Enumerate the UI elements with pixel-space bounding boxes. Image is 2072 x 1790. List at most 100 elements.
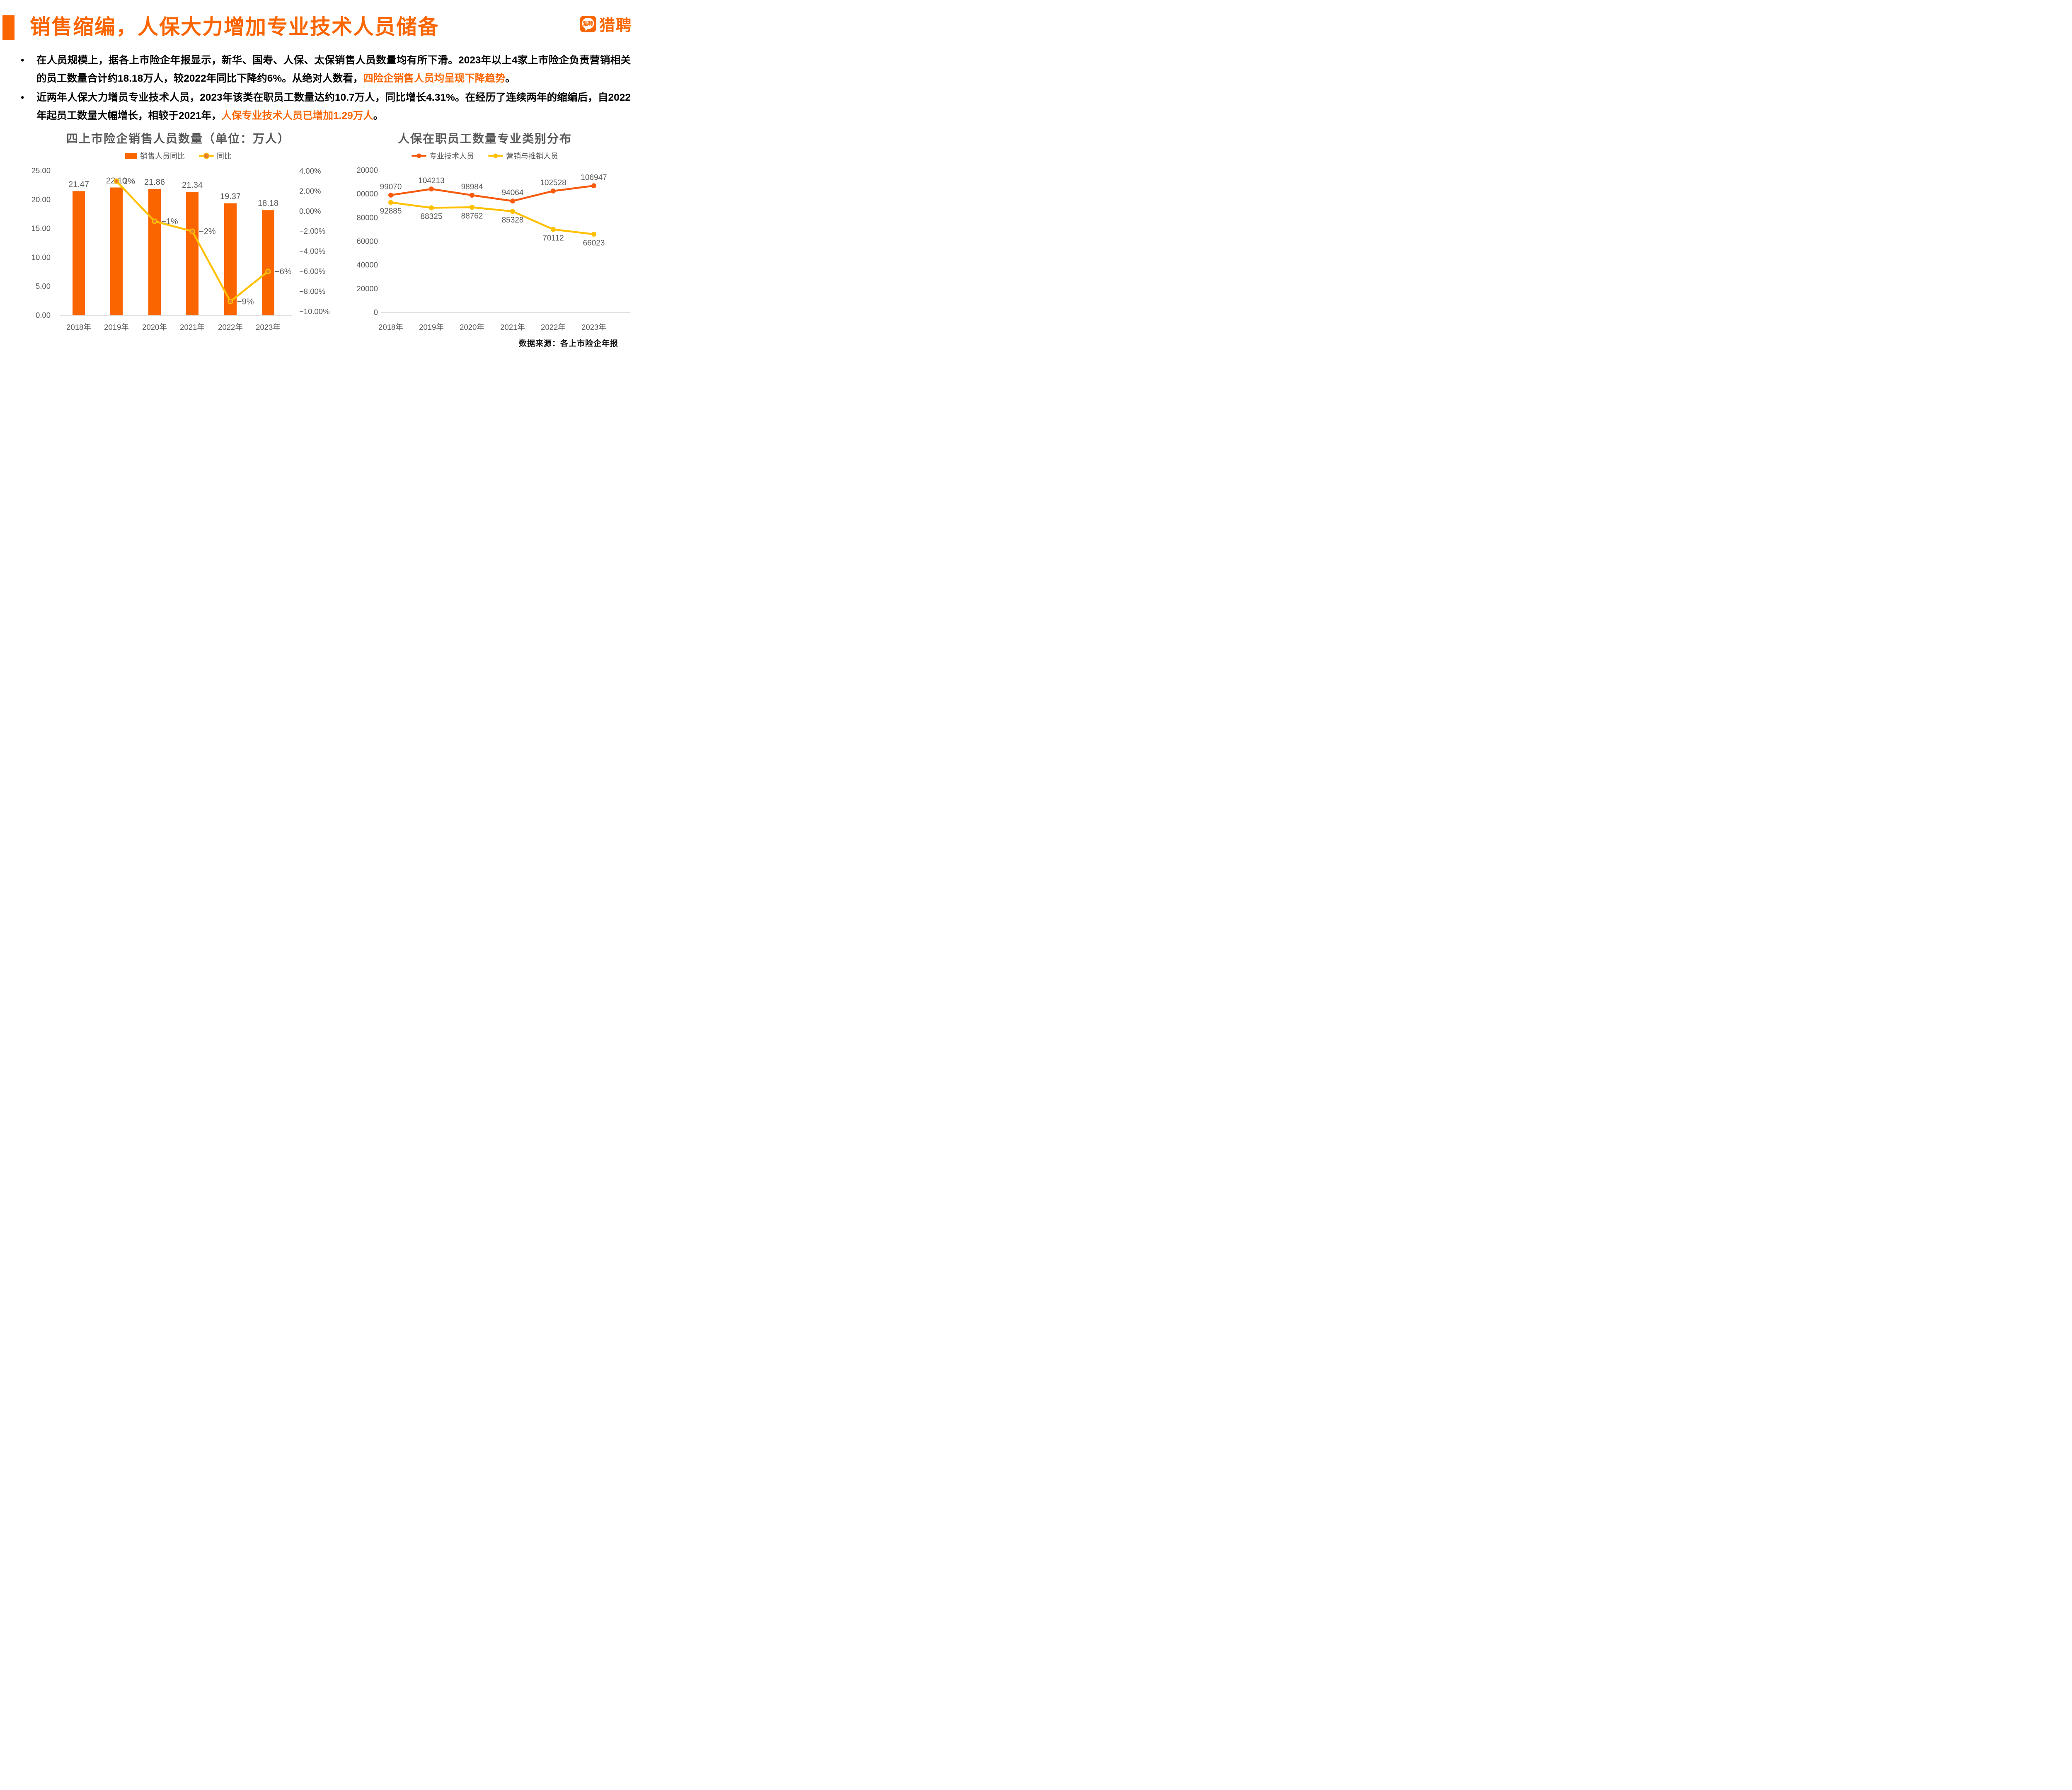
legend-item-marketing: 营销与推销人员 [488, 150, 558, 161]
x-axis-label: 2020年 [142, 323, 167, 331]
right-axis-tick: −10.00% [299, 307, 330, 316]
yoy-point [152, 218, 157, 224]
technical-value-label: 98984 [461, 183, 483, 191]
technical-series-marker-icon [411, 152, 426, 160]
yoy-point [228, 298, 233, 305]
sales-headcount-chart: 四上市险企销售人员数量（单位：万人） 销售人员同比 同比 25.00 20.00 1… [25, 126, 332, 344]
yoy-value-label: −6% [275, 267, 292, 276]
line-series-marker-icon [199, 152, 214, 160]
technical-line [390, 185, 595, 202]
marketing-value-label: 66023 [583, 239, 605, 247]
yoy-value-label: −1% [161, 217, 178, 226]
marketing-value-label: 70112 [542, 234, 564, 243]
right-axis-tick: −6.00% [299, 267, 325, 276]
y-axis-tick: 20000 [357, 284, 378, 293]
legend-label: 营销与推销人员 [506, 152, 558, 160]
legend-label: 专业技术人员 [429, 152, 474, 160]
x-axis-label: 2019年 [104, 323, 129, 331]
liepin-logo-icon: 猎聘 [579, 15, 596, 32]
liepin-logo-wordmark: 猎聘 [599, 17, 632, 34]
bar-2022年 [224, 203, 237, 315]
technical-value-label: 104213 [418, 177, 444, 185]
svg-text:猎聘: 猎聘 [583, 20, 593, 27]
sales-chart-legend: 销售人员同比 同比 [25, 150, 332, 161]
y-axis-tick: 120000 [356, 166, 378, 174]
technical-point [510, 198, 515, 204]
marketing-point [591, 232, 596, 237]
bullet-1-period: 。 [505, 73, 516, 84]
sales-chart-plot: 25.00 20.00 15.00 10.00 5.00 0.00 4.00% 2.00% 0.… [31, 166, 330, 331]
bar-2019年 [110, 187, 123, 315]
legend-label: 销售人员同比 [140, 152, 185, 160]
yoy-value-label: −2% [199, 227, 216, 236]
bar-series-swatch-icon [125, 152, 137, 159]
technical-value-label: 94064 [502, 189, 524, 197]
technical-value-label: 102528 [540, 179, 566, 187]
left-axis-tick: 5.00 [36, 282, 51, 290]
x-axis-label: 2018年 [378, 323, 403, 331]
sales-chart-title: 四上市险企销售人员数量（单位：万人） [66, 132, 290, 145]
bullet-dot: • [21, 55, 24, 66]
bar-2023年 [262, 210, 274, 315]
bullet-dot: • [21, 92, 24, 103]
left-axis-tick: 0.00 [36, 311, 51, 319]
right-axis-tick: 4.00% [299, 167, 321, 175]
bar-value-label: 21.86 [144, 178, 165, 187]
yoy-point [189, 228, 195, 234]
legend-label: 同比 [217, 152, 232, 160]
yoy-point [265, 268, 271, 274]
right-axis-tick: −4.00% [299, 247, 325, 256]
picc-staff-chart: 人保在职员工数量专业类别分布 专业技术人员 营销与推销人员 0 20000 4000… [356, 126, 638, 344]
marketing-point [388, 200, 393, 205]
bar-value-label: 19.37 [220, 192, 241, 201]
legend-item-yoy-line: 同比 [199, 150, 232, 161]
bullet-text-1: 在人员规模上，据各上市险企年报显示，新华、国寿、人保、太保销售人员数量均有所下滑… [36, 51, 631, 88]
x-axis-label: 2019年 [419, 323, 444, 331]
bullet-text-2: 近两年人保大力增员专业技术人员，2023年该类在职员工数量达约10.7万人，同比… [36, 89, 631, 125]
technical-point [551, 188, 556, 194]
bar-2021年 [186, 192, 198, 315]
summary-bullets: • 在人员规模上，据各上市险企年报显示，新华、国寿、人保、太保销售人员数量均有所… [21, 51, 631, 126]
bar-2020年 [148, 189, 161, 315]
slide: { "header": { "title": "销售缩编，人保大力增加专业技术人… [0, 0, 637, 358]
left-axis-tick: 15.00 [31, 224, 51, 233]
marketing-value-label: 92885 [380, 207, 402, 216]
technical-point [429, 186, 434, 192]
bar-value-label: 21.34 [182, 181, 203, 190]
marketing-point [470, 205, 474, 210]
marketing-value-label: 88325 [421, 213, 443, 221]
liepin-logo: 猎聘 猎聘 [579, 12, 632, 35]
x-axis-label: 2020年 [460, 323, 484, 331]
x-axis-label: 2021年 [500, 323, 525, 331]
page-title: 销售缩编，人保大力增加专业技术人员储备 [30, 15, 439, 39]
legend-item-technical: 专业技术人员 [411, 150, 474, 161]
technical-point [388, 192, 393, 198]
picc-chart-legend: 专业技术人员 营销与推销人员 [356, 150, 613, 161]
y-axis-tick: 0 [374, 308, 378, 317]
marketing-line [390, 201, 595, 235]
bullet-1-body: 在人员规模上，据各上市险企年报显示，新华、国寿、人保、太保销售人员数量均有所下滑… [36, 55, 631, 84]
y-axis-tick: 100000 [356, 189, 378, 198]
marketing-series-marker-icon [488, 152, 503, 160]
technical-point [591, 183, 596, 189]
title-accent-block [2, 15, 15, 40]
data-source-note: 数据来源：各上市险企年报 [518, 339, 618, 348]
right-axis-tick: −2.00% [299, 227, 325, 235]
y-axis-tick: 80000 [357, 213, 378, 222]
y-axis-tick: 40000 [357, 261, 378, 269]
x-axis-label: 2023年 [256, 323, 281, 331]
marketing-point [429, 205, 434, 210]
picc-chart-plot: 0 20000 40000 60000 80000 100000 120000 2018年 20… [356, 166, 630, 331]
x-axis-label: 2022年 [541, 323, 566, 331]
x-axis-label: 2023年 [581, 323, 606, 331]
x-axis-label: 2021年 [180, 323, 205, 331]
left-axis-tick: 25.00 [31, 166, 51, 175]
bullet-item-1: • 在人员规模上，据各上市险企年报显示，新华、国寿、人保、太保销售人员数量均有所… [21, 51, 631, 88]
marketing-point [551, 227, 556, 232]
bar-value-label: 21.47 [68, 180, 89, 189]
technical-value-label: 99070 [380, 183, 402, 191]
bullet-1-highlight: 四险企销售人员均呈现下降趋势 [363, 73, 506, 84]
marketing-value-label: 85328 [502, 216, 524, 225]
yoy-point [114, 178, 119, 184]
bullet-2-body: 近两年人保大力增员专业技术人员，2023年该类在职员工数量达约10.7万人，同比… [36, 92, 631, 121]
